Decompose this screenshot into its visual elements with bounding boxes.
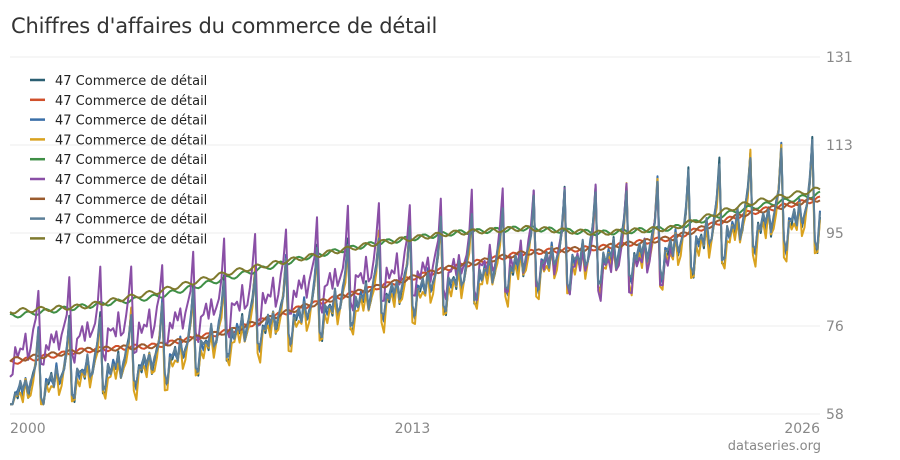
y-axis: 58 76 95 113 131 xyxy=(826,50,853,423)
legend-label: 47 Commerce de détail xyxy=(55,213,207,228)
y-tick-label: 131 xyxy=(826,50,853,66)
legend-label: 47 Commerce de détail xyxy=(55,232,207,247)
legend: 47 Commerce de détail 47 Commerce de déta… xyxy=(30,74,207,247)
x-tick-label: 2000 xyxy=(10,421,46,437)
legend-label: 47 Commerce de détail xyxy=(55,153,207,168)
x-tick-label: 2013 xyxy=(395,421,431,437)
y-tick-label: 113 xyxy=(826,138,853,154)
series-line xyxy=(9,186,821,315)
series-line xyxy=(9,195,821,365)
legend-label: 47 Commerce de détail xyxy=(55,133,207,148)
series-line xyxy=(10,138,821,406)
legend-label: 47 Commerce de détail xyxy=(55,74,207,89)
series-lines xyxy=(9,135,821,406)
legend-label: 47 Commerce de détail xyxy=(55,173,207,188)
y-tick-label: 58 xyxy=(826,407,844,423)
legend-label: 47 Commerce de détail xyxy=(55,94,207,109)
legend-label: 47 Commerce de détail xyxy=(55,193,207,208)
x-axis: 2000 2013 2026 xyxy=(10,421,820,437)
source-watermark: dataseries.org xyxy=(727,439,821,454)
y-tick-label: 95 xyxy=(826,226,844,242)
x-tick-label: 2026 xyxy=(784,421,820,437)
series-line xyxy=(9,197,821,363)
chart-title: Chiffres d'affaires du commerce de détai… xyxy=(11,14,438,38)
legend-label: 47 Commerce de détail xyxy=(55,114,207,129)
y-tick-label: 76 xyxy=(826,319,844,335)
